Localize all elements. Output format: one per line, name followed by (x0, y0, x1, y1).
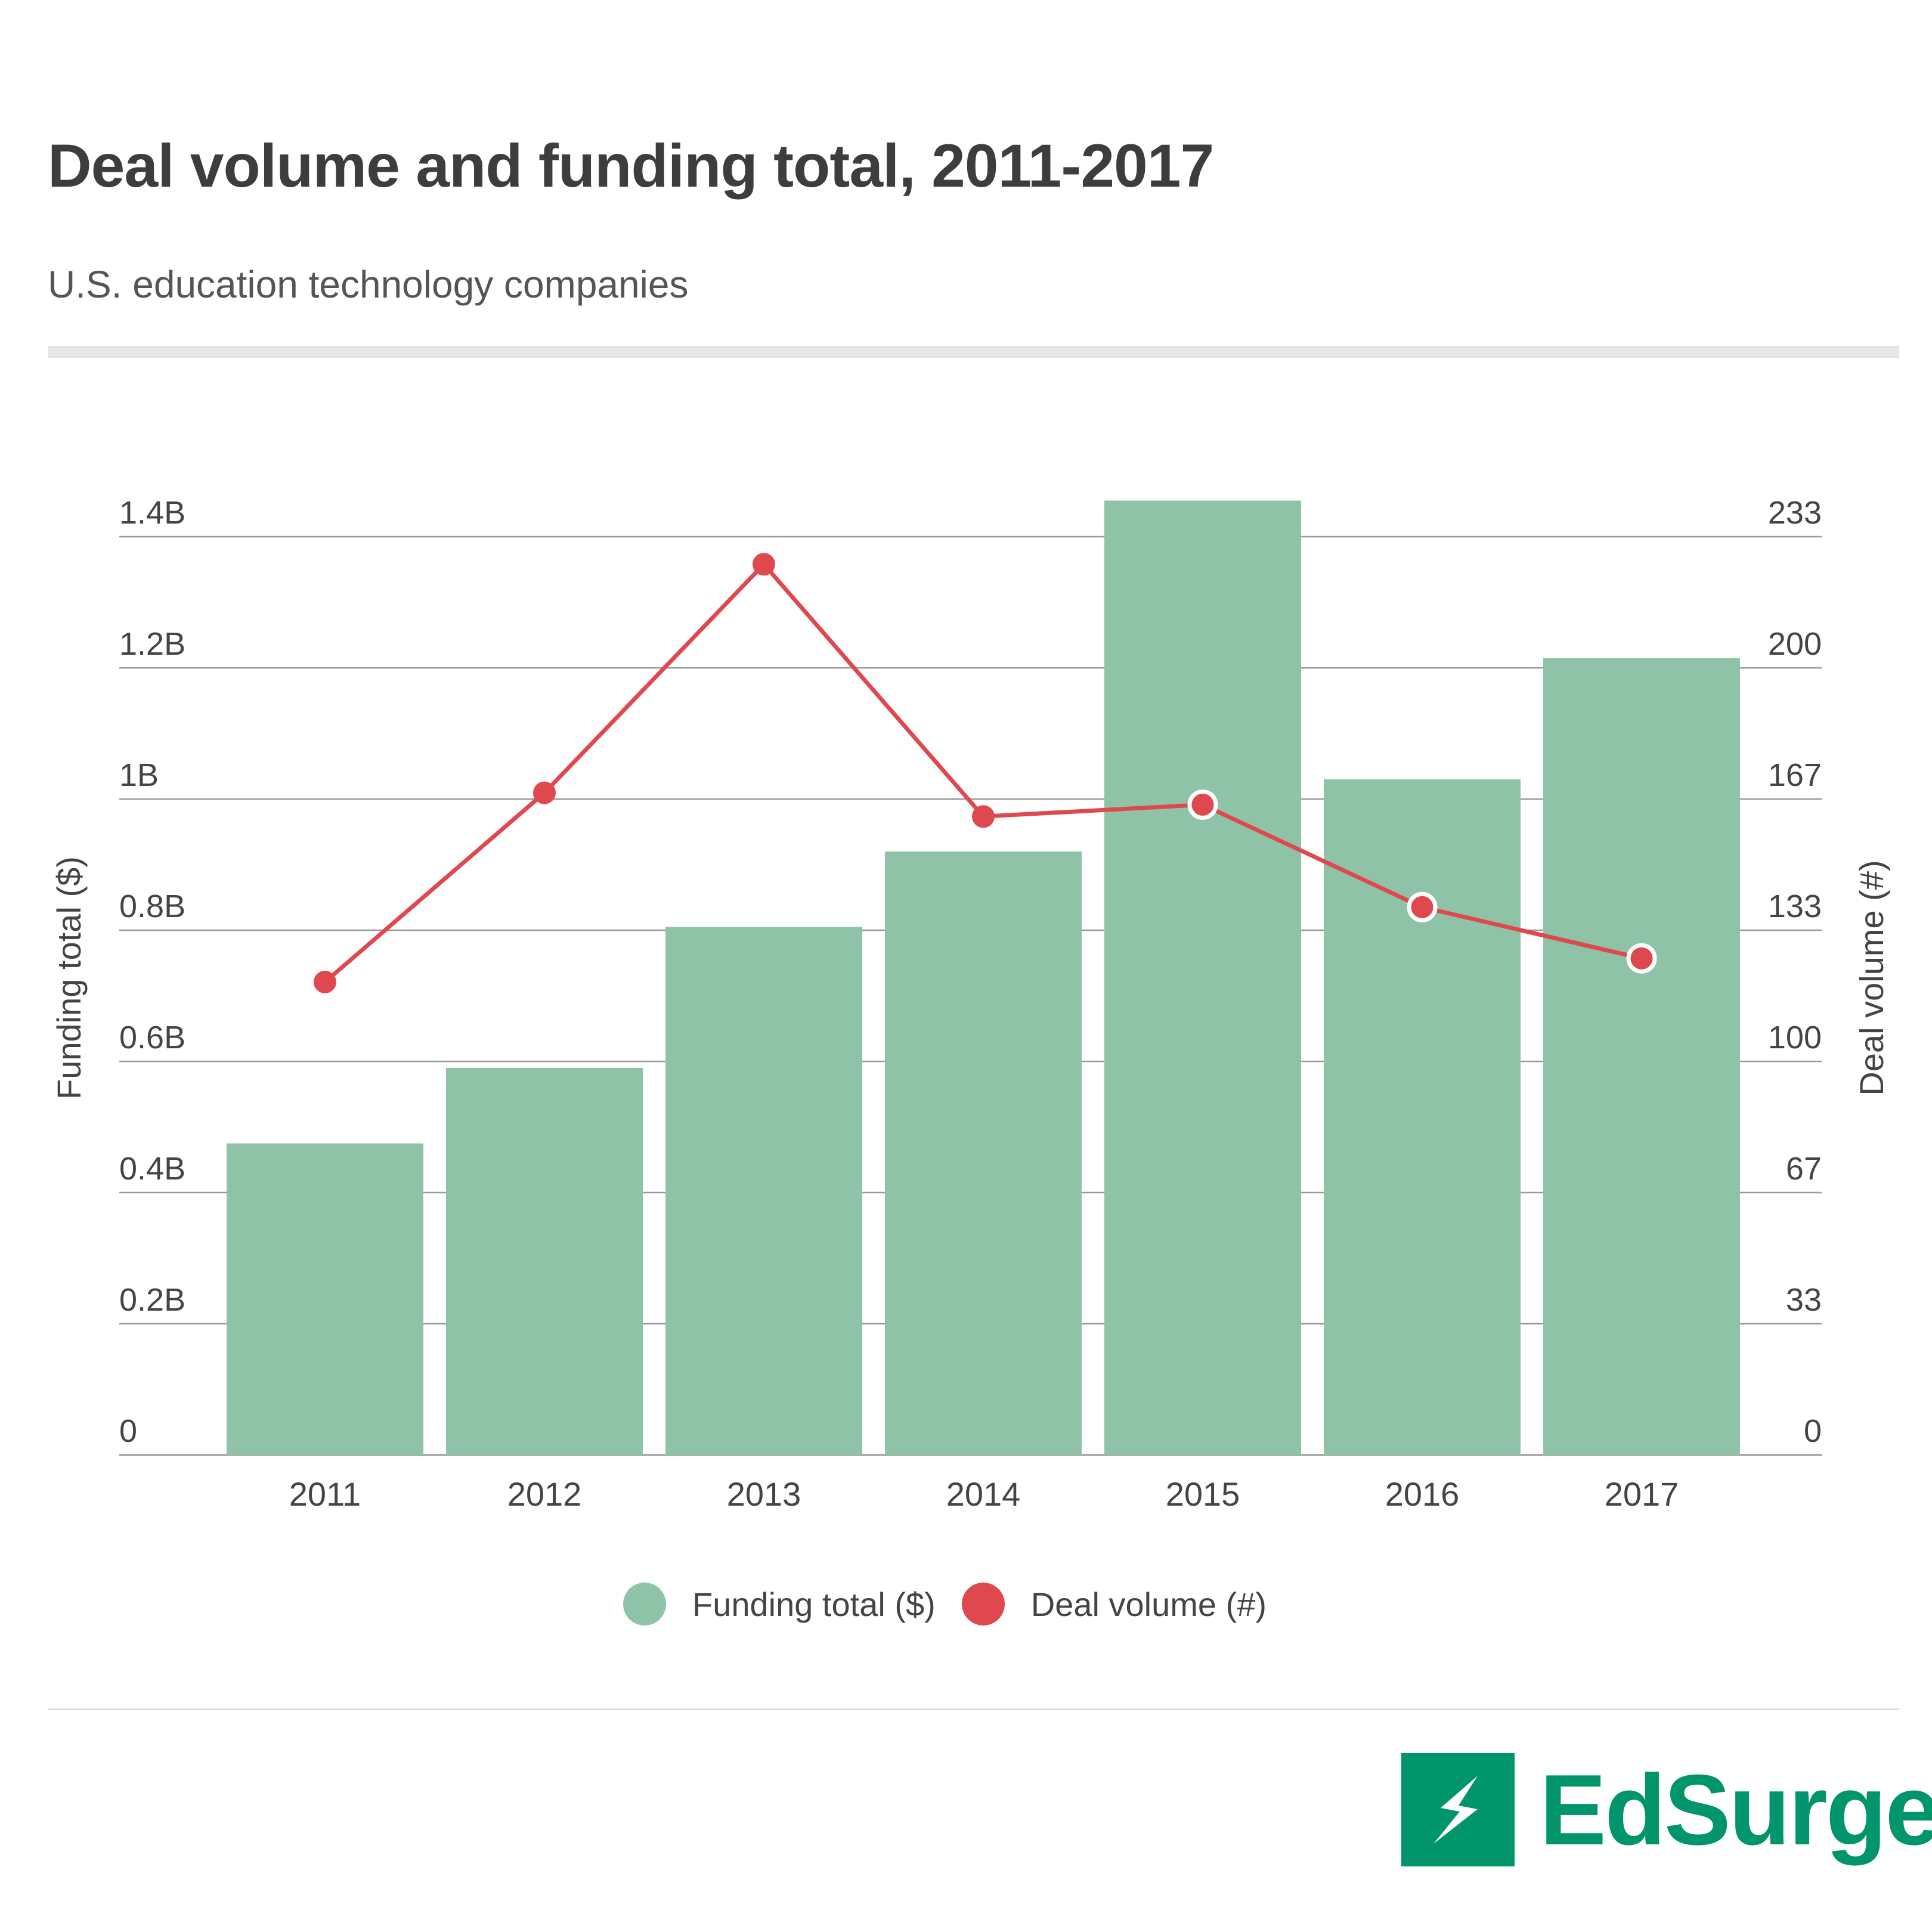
x-tick-label: 2011 (289, 1475, 361, 1513)
deal-point-2011 (314, 970, 336, 993)
y2-tick-label: 0 (1804, 1413, 1822, 1449)
deal-point-2013 (753, 553, 775, 576)
y-tick-label: 0.4B (119, 1151, 185, 1187)
x-tick-label: 2016 (1385, 1475, 1460, 1513)
y-axis-label: Funding total ($) (50, 856, 88, 1100)
top-divider (48, 346, 1899, 358)
y2-tick-label: 200 (1768, 626, 1822, 662)
y-tick-label: 0.2B (119, 1282, 185, 1318)
y2-tick-label: 167 (1768, 757, 1822, 793)
deal-point-2017 (1626, 943, 1657, 974)
y-tick-label: 0 (119, 1413, 137, 1449)
y-tick-label: 0.6B (119, 1020, 185, 1055)
x-axis-tick-labels: 2011 2012 2013 2014 2015 2016 2017 (289, 1475, 1679, 1513)
legend-item-funding: Funding total ($) (623, 1583, 936, 1626)
x-tick-label: 2013 (727, 1475, 801, 1513)
funding-bars (227, 500, 1740, 1455)
edsurge-logo: EdSurge (1401, 1753, 1932, 1866)
y2-tick-label: 233 (1768, 495, 1822, 531)
legend-item-deals: Deal volume (#) (961, 1583, 1267, 1626)
y2-tick-label: 133 (1768, 888, 1822, 924)
bar-2011 (227, 1143, 423, 1455)
y-tick-label: 1.2B (119, 626, 185, 662)
y2-tick-label: 67 (1786, 1151, 1822, 1187)
deal-point-2015 (1187, 789, 1218, 820)
legend-label-funding: Funding total ($) (692, 1585, 936, 1623)
y2-tick-label: 33 (1786, 1282, 1822, 1318)
bottom-divider (48, 1708, 1899, 1710)
legend-label-deals: Deal volume (#) (1030, 1585, 1267, 1623)
legend-swatch-funding (623, 1583, 666, 1626)
bar-2014 (885, 852, 1082, 1455)
bar-2013 (665, 927, 862, 1455)
lightning-bolt-icon (1401, 1753, 1515, 1866)
y-tick-label: 0.8B (119, 888, 185, 924)
deal-point-2014 (972, 805, 995, 828)
deal-volume-points (314, 553, 1657, 993)
bar-2015 (1104, 500, 1301, 1455)
bar-2016 (1324, 779, 1521, 1455)
bar-2017 (1543, 658, 1740, 1455)
y-tick-label: 1B (119, 757, 159, 793)
x-tick-label: 2017 (1605, 1475, 1679, 1513)
logo-wordmark: EdSurge (1540, 1754, 1932, 1866)
right-axis-tick-labels: 0 33 67 100 133 167 200 233 (1768, 495, 1822, 1449)
chart-legend: Funding total ($) Deal volume (#) (623, 1577, 1293, 1631)
deal-point-2012 (533, 781, 556, 804)
left-axis-tick-labels: 0 0.2B 0.4B 0.6B 0.8B 1B 1.2B 1.4B (119, 495, 185, 1449)
x-tick-label: 2012 (507, 1475, 582, 1513)
y2-tick-label: 100 (1768, 1020, 1822, 1055)
deal-point-2016 (1407, 891, 1438, 922)
x-tick-label: 2015 (1166, 1475, 1240, 1513)
page-title: Deal volume and funding total, 2011-2017 (48, 132, 1214, 200)
legend-swatch-deals (961, 1583, 1005, 1626)
x-tick-label: 2014 (946, 1475, 1021, 1513)
page-subtitle: U.S. education technology companies (48, 263, 689, 306)
y-tick-label: 1.4B (119, 495, 185, 531)
y2-axis-label: Deal volume (#) (1853, 860, 1890, 1095)
bar-2012 (446, 1068, 643, 1455)
